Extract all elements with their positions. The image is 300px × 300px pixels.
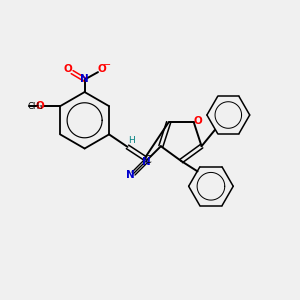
Text: −: − xyxy=(103,60,112,70)
Text: N: N xyxy=(80,74,89,84)
Text: CH₃: CH₃ xyxy=(28,102,43,111)
Text: O: O xyxy=(36,101,45,111)
Text: C: C xyxy=(144,155,151,166)
Text: O: O xyxy=(194,116,202,126)
Text: O: O xyxy=(64,64,73,74)
Text: O: O xyxy=(98,64,106,74)
Text: H: H xyxy=(128,136,135,145)
Text: N: N xyxy=(142,157,150,167)
Text: N: N xyxy=(126,170,135,180)
